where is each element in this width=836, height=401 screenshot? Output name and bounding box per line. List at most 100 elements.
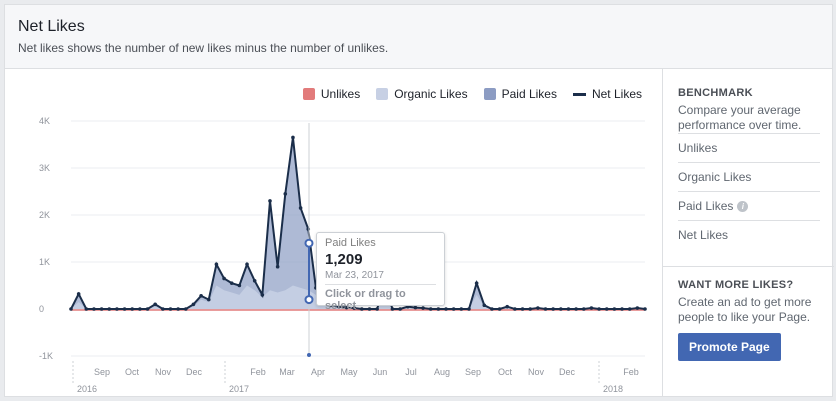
more-likes-heading: WANT MORE LIKES? <box>678 279 794 291</box>
net-likes-point <box>130 307 135 311</box>
benchmark-item-label: Net Likes <box>678 228 729 242</box>
net-likes-point <box>497 307 502 311</box>
sidebar-divider <box>663 266 834 267</box>
x-tick-label: Dec <box>559 367 576 377</box>
net-likes-point <box>581 307 586 311</box>
net-likes-point <box>176 307 180 311</box>
x-tick-label: Aug <box>434 367 450 377</box>
net-likes-chart[interactable]: 4K 3K 2K 1K 0 -1K Sep Oct Nov Dec Feb Mar Apr May Jun J… <box>5 69 662 397</box>
legend-item-organic-likes[interactable]: Organic Likes <box>376 87 468 101</box>
year-label: 2016 <box>77 384 97 394</box>
net-likes-point <box>627 307 632 311</box>
net-likes-point <box>138 307 142 311</box>
net-likes-point <box>436 307 441 311</box>
tooltip-hint: Click or drag to select <box>325 288 406 312</box>
x-tick-label: Nov <box>528 367 545 377</box>
benchmark-heading: BENCHMARK <box>678 87 753 99</box>
x-tick-label: Nov <box>155 367 172 377</box>
net-likes-point <box>153 302 157 307</box>
net-likes-point <box>390 307 395 311</box>
legend-swatch-net <box>572 92 586 96</box>
page-title: Net Likes <box>18 18 85 35</box>
net-likes-point <box>69 307 73 311</box>
net-likes-point <box>520 307 525 311</box>
net-likes-point <box>528 307 532 311</box>
x-tick-label: Feb <box>250 367 266 377</box>
net-likes-point <box>275 264 280 269</box>
net-likes-point <box>222 276 226 281</box>
net-likes-point <box>574 307 578 311</box>
legend-swatch-unlikes <box>302 88 315 100</box>
net-likes-point <box>566 307 571 311</box>
net-likes-point <box>291 135 295 140</box>
net-likes-point <box>620 307 624 311</box>
net-likes-point <box>643 307 647 311</box>
net-likes-point <box>635 306 640 310</box>
panel-header: Net Likes Net likes shows the number of … <box>5 5 832 69</box>
info-icon[interactable]: i <box>737 200 749 212</box>
net-likes-point <box>490 307 494 311</box>
benchmark-item-organic-likes[interactable]: Organic Likes <box>678 162 820 191</box>
net-likes-point <box>76 292 81 296</box>
net-likes-point <box>168 307 173 311</box>
net-likes-point <box>252 279 257 283</box>
net-likes-point <box>268 199 272 203</box>
hover-anchor-dot <box>307 353 311 357</box>
hover-point-bottom <box>304 295 314 305</box>
promote-page-button[interactable]: Promote Page <box>678 333 781 361</box>
net-likes-point <box>459 307 464 311</box>
y-tick-label: -1K <box>39 351 53 361</box>
net-likes-point <box>84 307 89 311</box>
net-likes-point <box>352 306 356 310</box>
year-label: 2017 <box>229 384 249 394</box>
net-likes-point <box>467 307 471 311</box>
net-likes-point <box>474 281 479 285</box>
promote-section: WANT MORE LIKES? Create an ad to get mor… <box>678 279 823 361</box>
legend-label: Organic Likes <box>394 87 468 101</box>
more-likes-description: Create an ad to get more people to like … <box>678 295 812 324</box>
legend-item-paid-likes[interactable]: Paid Likes <box>483 87 557 101</box>
net-likes-point <box>375 307 379 311</box>
x-tick-label: Mar <box>279 367 295 377</box>
net-likes-point <box>99 307 104 311</box>
net-likes-point <box>229 281 234 285</box>
net-likes-point <box>413 305 418 310</box>
net-likes-point <box>92 307 96 311</box>
net-likes-point <box>421 306 425 310</box>
net-likes-point <box>513 307 517 311</box>
legend-item-net-likes[interactable]: Net Likes <box>572 87 642 101</box>
x-tick-label: Oct <box>498 367 513 377</box>
tooltip-value: 1,209 <box>325 251 363 268</box>
net-likes-point <box>589 306 594 310</box>
x-tick-label: Dec <box>186 367 203 377</box>
benchmark-sidebar: BENCHMARK Compare your average performan… <box>662 69 834 397</box>
net-likes-point <box>107 307 112 311</box>
net-likes-point <box>428 307 433 311</box>
net-likes-point <box>191 302 196 307</box>
benchmark-item-unlikes[interactable]: Unlikes <box>678 133 820 162</box>
x-tick-label: Jun <box>373 367 388 377</box>
x-tick-label: May <box>340 367 358 377</box>
tooltip-date: Mar 23, 2017 <box>325 270 436 285</box>
legend-label: Paid Likes <box>501 87 557 101</box>
hover-point-top <box>304 238 314 248</box>
net-likes-point <box>145 307 150 311</box>
benchmark-item-paid-likes[interactable]: Paid Likes i <box>678 191 820 220</box>
x-tick-label: Apr <box>311 367 325 377</box>
net-likes-point <box>536 306 540 310</box>
net-likes-point <box>283 192 288 196</box>
net-likes-point <box>199 294 203 298</box>
chart-tooltip: Paid Likes 1,209 Mar 23, 2017 Click or d… <box>316 232 445 312</box>
page-subtitle: Net likes shows the number of new likes … <box>18 41 389 55</box>
chart-legend: Unlikes Organic Likes Paid Likes Net Lik… <box>302 87 642 101</box>
benchmark-item-label: Organic Likes <box>678 170 752 184</box>
net-likes-point <box>214 262 219 267</box>
net-likes-point <box>444 307 448 311</box>
net-likes-point <box>360 307 364 311</box>
net-likes-point <box>260 293 265 297</box>
chart-area[interactable]: 4K 3K 2K 1K 0 -1K Sep Oct Nov Dec Feb Mar Apr May Jun J… <box>5 69 662 397</box>
benchmark-item-net-likes[interactable]: Net Likes <box>678 220 820 249</box>
legend-item-unlikes[interactable]: Unlikes <box>302 87 360 101</box>
net-likes-point <box>344 305 349 310</box>
x-tick-label: Sep <box>465 367 481 377</box>
